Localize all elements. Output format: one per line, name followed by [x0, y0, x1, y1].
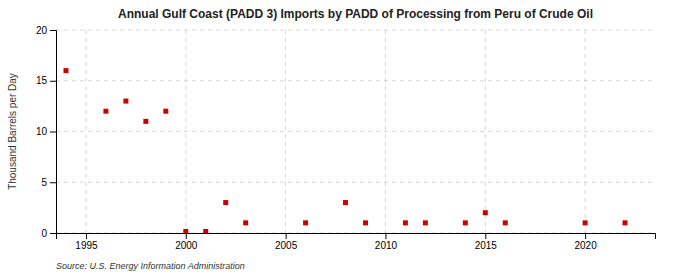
x-tick-mark	[485, 233, 486, 239]
y-grid-line	[56, 30, 655, 31]
point	[163, 109, 168, 114]
y-tick-mark	[50, 81, 56, 82]
point	[483, 210, 488, 215]
x-tick-label: 2000	[175, 240, 198, 251]
x-grid-line	[185, 30, 186, 233]
x-tick: 1995	[75, 233, 98, 251]
point	[203, 229, 208, 233]
x-tick-mark	[585, 233, 586, 239]
y-tick-label: 5	[41, 177, 47, 188]
y-tick: 15	[36, 75, 56, 86]
point	[623, 220, 628, 225]
source: Source: U.S. Energy Information Administ…	[56, 261, 245, 271]
y-tick-label: 20	[36, 25, 48, 36]
x-tick: 2005	[275, 233, 298, 251]
x-tick-label: 2005	[275, 240, 298, 251]
x-tick-label: 1995	[75, 240, 98, 251]
point	[583, 220, 588, 225]
point	[183, 229, 188, 233]
y-axis-line	[50, 31, 57, 234]
plot-area: 1995 2000 2005 2010 2015 2020 0 5 10 15 20	[36, 25, 656, 251]
x-grid-line	[285, 30, 286, 233]
points	[63, 68, 627, 233]
x-grid-line	[85, 30, 86, 233]
x-tick: 2000	[175, 233, 198, 251]
x-axis-line	[57, 234, 656, 240]
point	[223, 200, 228, 205]
point	[503, 220, 508, 225]
point	[143, 119, 148, 124]
y-tick: 10	[36, 126, 56, 137]
y-tick-label: 0	[41, 228, 47, 239]
point	[343, 200, 348, 205]
chart-container: 1995 2000 2005 2010 2015 2020 0 5 10 15 20 Annual G…	[0, 0, 675, 275]
point	[363, 220, 368, 225]
y-tick-label: 15	[36, 75, 48, 86]
x-tick-label: 2010	[375, 240, 398, 251]
point	[243, 220, 248, 225]
y-tick-mark	[50, 233, 56, 234]
x-tick-label: 2020	[574, 240, 597, 251]
point	[123, 99, 128, 104]
x-tick-mark	[186, 233, 187, 239]
y-axis: 0 5 10 15 20	[36, 25, 57, 239]
y-tick: 20	[36, 25, 56, 36]
y-tick: 5	[41, 177, 56, 188]
x-tick: 2015	[475, 233, 498, 251]
y-tick: 0	[41, 228, 56, 239]
x-tick: 2020	[574, 233, 597, 251]
y-tick-mark	[50, 132, 56, 133]
y-grid-line	[56, 182, 655, 183]
point	[463, 220, 468, 225]
y-grid-line	[56, 131, 655, 132]
x-tick-label: 2015	[475, 240, 498, 251]
x-tick: 2010	[375, 233, 398, 251]
x-grid-line	[385, 30, 386, 233]
point	[63, 68, 68, 73]
x-axis: 1995 2000 2005 2010 2015 2020	[57, 233, 656, 251]
y-tick-label: 10	[36, 126, 48, 137]
point	[403, 220, 408, 225]
y-axis-title: Thousand Barrels per Day	[7, 73, 18, 190]
grid	[56, 30, 655, 233]
y-tick-mark	[50, 182, 56, 183]
point	[103, 109, 108, 114]
y-grid-line	[56, 80, 655, 81]
x-tick-mark	[385, 233, 386, 239]
x-grid-line	[585, 30, 586, 233]
point	[423, 220, 428, 225]
point	[303, 220, 308, 225]
x-tick-mark	[86, 233, 87, 239]
y-tick-mark	[50, 30, 56, 31]
x-tick-mark	[286, 233, 287, 239]
x-grid-line	[485, 30, 486, 233]
title: Annual Gulf Coast (PADD 3) Imports by PA…	[118, 7, 593, 21]
chart-svg: 1995 2000 2005 2010 2015 2020 0 5 10 15 20 Annual G…	[0, 0, 675, 275]
